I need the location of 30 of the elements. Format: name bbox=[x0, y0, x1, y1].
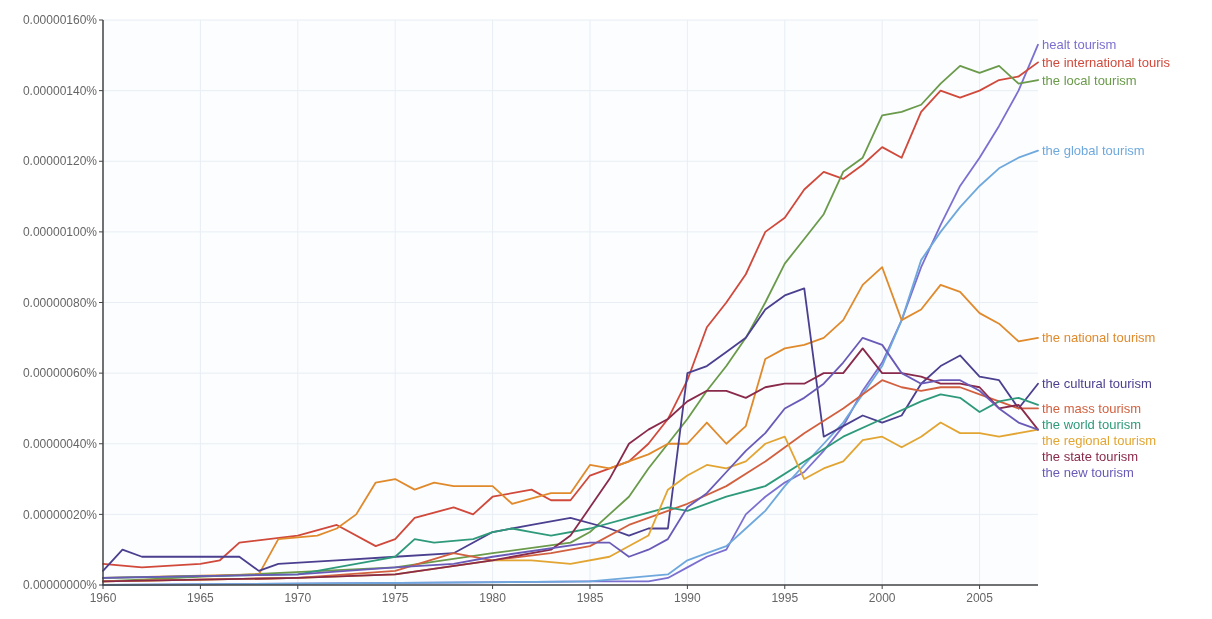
series-label: healt tourism bbox=[1042, 37, 1117, 53]
series-label: the state tourism bbox=[1042, 448, 1139, 464]
x-tick-label: 1985 bbox=[576, 591, 604, 605]
y-tick-label: 0.00000020% bbox=[22, 507, 98, 522]
series-label: the national tourism bbox=[1042, 330, 1156, 346]
y-tick-label: 0.00000080% bbox=[22, 295, 98, 310]
x-tick-label: 1990 bbox=[674, 591, 702, 605]
series-label: the cultural tourism bbox=[1042, 376, 1152, 392]
x-tick-label: 2005 bbox=[966, 591, 994, 605]
x-tick-label: 1975 bbox=[381, 591, 409, 605]
series-label: the regional tourism bbox=[1042, 432, 1157, 448]
series-label: the mass tourism bbox=[1042, 400, 1141, 416]
series-label: the local tourism bbox=[1042, 72, 1137, 88]
x-tick-label: 1995 bbox=[771, 591, 799, 605]
series-label: the global tourism bbox=[1042, 143, 1145, 159]
series-label: the world tourism bbox=[1042, 416, 1141, 432]
y-tick-label: 0.00000120% bbox=[22, 154, 98, 169]
text: the new tourism bbox=[1042, 464, 1134, 480]
x-tick-label: 1960 bbox=[89, 591, 117, 605]
x-tick-label: 1980 bbox=[479, 591, 507, 605]
y-tick-label: 0.00000160% bbox=[22, 13, 98, 28]
y-tick-label: 0.00000040% bbox=[22, 436, 98, 451]
y-tick-label: 0.00000000% bbox=[22, 578, 98, 593]
x-tick-label: 2000 bbox=[868, 591, 896, 605]
y-tick-label: 0.00000060% bbox=[22, 366, 98, 381]
y-tick-label: 0.00000100% bbox=[22, 225, 98, 240]
x-tick-label: 1970 bbox=[284, 591, 312, 605]
y-tick-label: 0.00000140% bbox=[22, 83, 98, 98]
x-tick-label: 1965 bbox=[187, 591, 215, 605]
series-label: the international touris bbox=[1042, 54, 1171, 70]
